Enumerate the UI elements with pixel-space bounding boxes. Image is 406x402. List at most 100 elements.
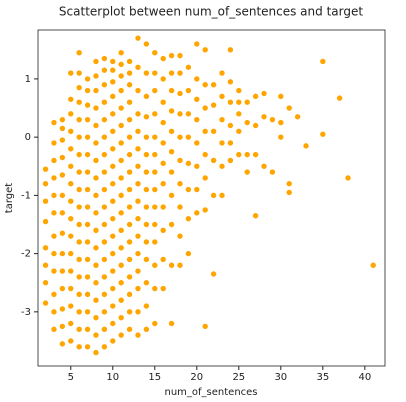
point [42, 279, 49, 287]
point [92, 139, 100, 147]
point [201, 151, 209, 158]
point [84, 133, 91, 141]
point [92, 87, 100, 94]
point [151, 87, 159, 94]
point [126, 326, 133, 333]
point [67, 162, 75, 170]
point [109, 215, 117, 222]
point [59, 250, 66, 257]
x-tick-label: 40 [358, 372, 371, 383]
point [201, 81, 209, 89]
point [117, 227, 125, 234]
point [59, 116, 66, 123]
point [193, 209, 201, 217]
point [75, 133, 83, 141]
point [109, 285, 117, 292]
point [101, 343, 108, 351]
point [176, 261, 184, 269]
point [117, 139, 125, 147]
point [159, 180, 167, 188]
point [143, 151, 150, 158]
x-tick-label: 10 [106, 372, 119, 383]
point [109, 250, 117, 257]
point [168, 87, 175, 94]
point [101, 308, 108, 316]
point [126, 58, 133, 65]
point [92, 279, 100, 287]
point [117, 72, 125, 80]
point [193, 162, 201, 170]
point [243, 151, 251, 158]
point [101, 151, 108, 158]
point [143, 186, 150, 193]
point [285, 104, 293, 112]
y-tick-label: -1 [21, 190, 31, 201]
point [159, 285, 167, 292]
point [42, 165, 49, 173]
point [59, 136, 66, 144]
point [67, 128, 75, 135]
point [151, 168, 159, 176]
point [50, 326, 58, 333]
point [50, 291, 58, 298]
point [159, 119, 167, 126]
point [143, 168, 150, 176]
point [369, 261, 377, 269]
point [59, 305, 66, 313]
point [59, 285, 66, 292]
point [134, 145, 142, 153]
point [151, 133, 159, 141]
point [260, 162, 268, 170]
point [176, 90, 184, 97]
point [92, 296, 100, 304]
point [50, 174, 58, 182]
point [50, 192, 58, 199]
point [67, 320, 75, 327]
point [67, 250, 75, 257]
point [260, 90, 268, 97]
point [101, 291, 108, 298]
point [151, 49, 159, 57]
point [285, 189, 293, 196]
point [59, 323, 66, 330]
point [59, 192, 66, 199]
point [75, 273, 83, 281]
point [151, 186, 159, 193]
point [185, 110, 192, 118]
point [252, 151, 259, 158]
point [101, 55, 108, 62]
point [176, 133, 184, 141]
point [117, 296, 125, 304]
point [269, 168, 276, 176]
point [67, 302, 75, 310]
point [176, 180, 184, 188]
point [59, 229, 66, 237]
point [134, 63, 142, 71]
point [117, 279, 125, 287]
point [159, 98, 167, 106]
point [117, 209, 125, 217]
point [134, 232, 142, 240]
point [109, 128, 117, 135]
y-tick-label: 1 [25, 74, 31, 85]
point [159, 256, 167, 263]
point [126, 308, 133, 316]
point [59, 267, 66, 275]
point [101, 273, 108, 281]
point [75, 69, 83, 77]
point [92, 314, 100, 321]
point [126, 238, 133, 246]
point [176, 203, 184, 211]
point [67, 69, 75, 77]
point [109, 302, 117, 310]
point [67, 285, 75, 292]
point [75, 308, 83, 316]
point [84, 203, 91, 211]
point [126, 273, 133, 281]
point [126, 291, 133, 298]
point [143, 326, 150, 333]
point [151, 320, 159, 327]
x-tick-label: 25 [232, 372, 245, 383]
point [75, 98, 83, 106]
point [92, 331, 100, 339]
